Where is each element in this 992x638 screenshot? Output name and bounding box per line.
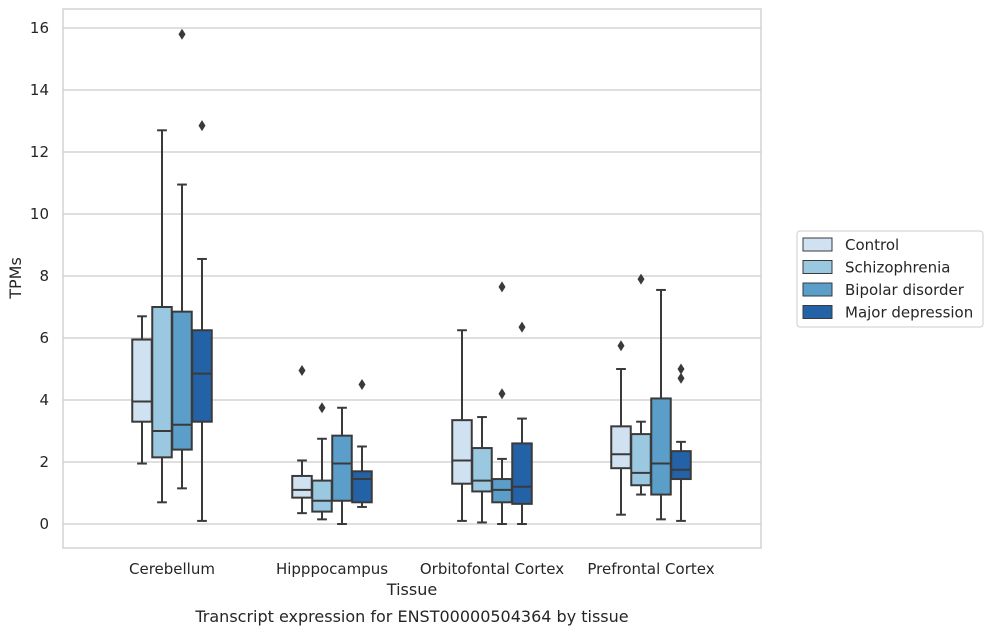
legend-frame: [796, 230, 984, 328]
legend-swatch: [802, 237, 833, 252]
box-layer: [131, 28, 692, 525]
y-tick-label: 10: [30, 205, 49, 223]
box-2-1: [471, 416, 493, 524]
x-tick-label: Orbitofontal Cortex: [420, 560, 564, 578]
iqr-box: [151, 306, 173, 459]
x-tick-label: Prefrontal Cortex: [587, 560, 714, 578]
box-1-0: [291, 365, 313, 515]
legend-label: Schizophrenia: [845, 259, 950, 277]
legend-label: Control: [845, 236, 899, 254]
outlier-point: [498, 281, 506, 293]
box-1-1: [311, 402, 333, 521]
box-0-2: [171, 28, 193, 490]
y-tick-labels: 0 2 4 6 8 10 12 14 16: [30, 19, 49, 533]
iqr-box: [650, 397, 672, 496]
box-2-2: [491, 281, 513, 525]
outlier-point: [677, 372, 685, 384]
iqr-box: [451, 419, 473, 485]
iqr-box: [131, 338, 153, 423]
x-tick-labels: Cerebellum Hipppocampus Orbitofontal Corte…: [129, 560, 715, 578]
legend: Control Schizophrenia Bipolar disorder Majo…: [796, 230, 984, 328]
y-tick-label: 12: [30, 143, 49, 161]
y-tick-label: 6: [39, 329, 49, 347]
iqr-box: [471, 447, 493, 493]
legend-swatch: [802, 305, 833, 319]
outlier-point: [677, 363, 685, 375]
iqr-box: [351, 470, 373, 504]
box-2-3: [511, 321, 533, 525]
plot-frame: [62, 8, 762, 549]
iqr-box: [331, 434, 353, 502]
box-1-2: [331, 406, 353, 525]
outlier-point: [318, 402, 326, 414]
y-tick-label: 4: [39, 391, 49, 409]
y-axis-label: TPMs: [6, 257, 25, 300]
y-tick-label: 14: [30, 81, 49, 99]
iqr-box: [191, 329, 213, 423]
y-tick-label: 8: [39, 267, 49, 285]
iqr-box: [171, 310, 193, 451]
box-3-0: [610, 340, 632, 516]
box-0-1: [151, 129, 173, 504]
box-2-0: [451, 329, 473, 522]
legend-label: Bipolar disorder: [845, 281, 965, 299]
outlier-point: [178, 28, 186, 40]
outlier-point: [498, 388, 506, 400]
outlier-point: [358, 379, 366, 390]
chart-caption: Transcript expression for ENST0000050436…: [194, 607, 628, 626]
box-0-0: [131, 315, 153, 465]
box-3-1: [630, 273, 652, 496]
outlier-point: [518, 321, 526, 333]
y-tick-label: 0: [39, 515, 49, 533]
iqr-box: [511, 442, 533, 505]
legend-swatch: [802, 260, 833, 274]
legend-items: Control Schizophrenia Bipolar disorder Majo…: [802, 236, 973, 322]
y-tick-label: 16: [30, 19, 49, 37]
y-tick-label: 2: [39, 453, 49, 471]
box-1-3: [351, 379, 373, 508]
x-tick-label: Cerebellum: [129, 560, 215, 578]
iqr-box: [291, 474, 313, 499]
x-axis-label: Tissue: [386, 580, 437, 599]
box-3-2: [650, 288, 672, 521]
iqr-box: [610, 425, 632, 470]
box-3-3: [670, 363, 692, 522]
iqr-box: [311, 479, 333, 513]
x-tick-label: Hipppocampus: [276, 560, 388, 578]
legend-swatch: [802, 282, 833, 297]
iqr-box: [630, 433, 652, 487]
iqr-box: [670, 450, 692, 481]
outlier-point: [298, 365, 306, 377]
legend-label: Major depression: [845, 304, 973, 322]
outlier-point: [198, 120, 206, 132]
outlier-point: [637, 273, 645, 285]
box-0-3: [191, 120, 213, 522]
outlier-point: [617, 340, 625, 352]
